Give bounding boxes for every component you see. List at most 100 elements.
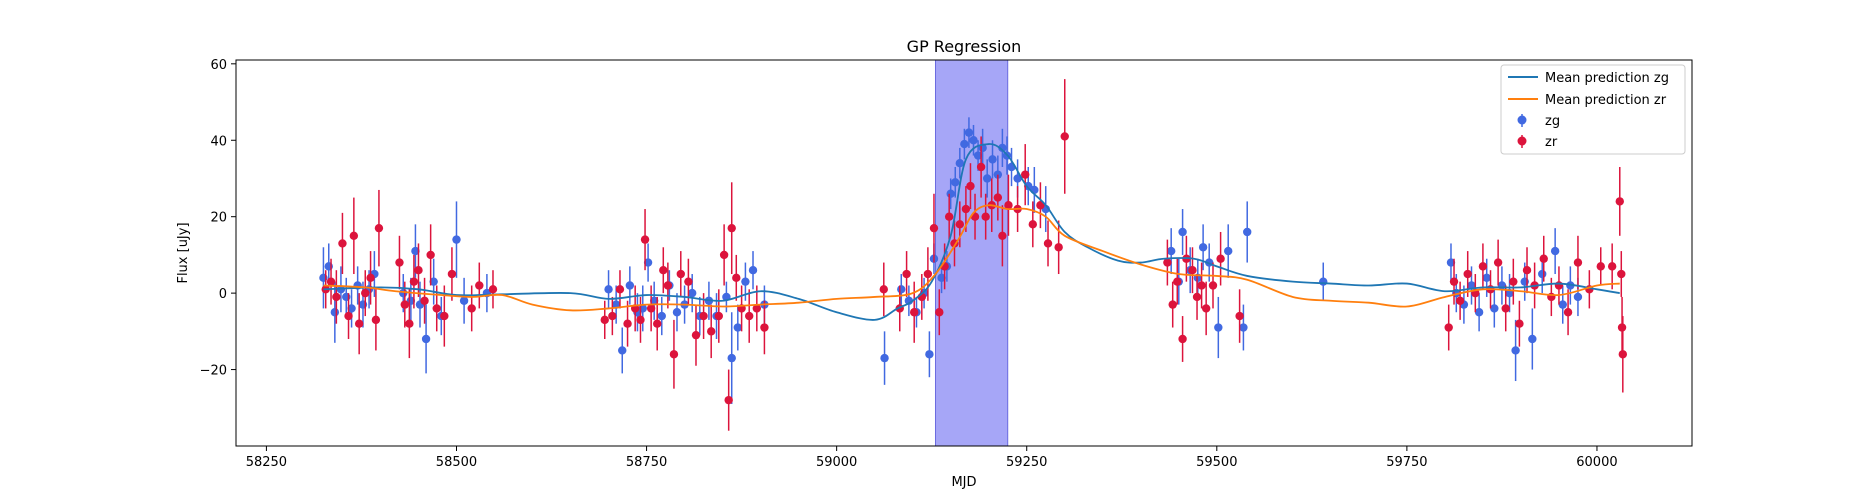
data-point-zg [1497,281,1507,290]
data-point-zr [409,277,419,286]
data-point-zr [1192,292,1202,302]
data-point-zr [745,311,754,321]
x-tick-label: 60000 [1576,455,1617,470]
data-point-zg [604,285,613,294]
data-point-zg [727,353,736,363]
data-point-zr [976,162,986,172]
data-point-zg [988,155,997,164]
data-point-zr [349,231,359,241]
data-point-zg [1490,304,1499,313]
data-point-zg [452,235,461,244]
legend-label-zr: zr [1545,135,1558,150]
data-point-zr [1615,197,1624,206]
line-mean-prediction-zg [323,143,1620,321]
data-point-zg [1198,243,1208,252]
data-point-zr [374,223,384,233]
data-point-zr [475,281,484,290]
data-point-zr [998,231,1007,241]
data-point-zr [1522,265,1532,275]
data-point-zg [1319,277,1328,286]
data-point-zr [646,304,656,313]
data-point-zg [1511,346,1520,355]
data-point-zr [1201,304,1211,313]
y-tick-label: 60 [210,58,227,73]
data-point-zr [344,311,353,321]
data-point-zr [1607,262,1617,271]
x-axis-label: MJD [951,475,976,490]
data-point-zr [371,315,381,325]
data-point-zr [966,181,975,191]
y-tick-label: 0 [219,287,227,302]
data-point-zr [1043,239,1053,248]
data-point-zg [1446,258,1456,267]
data-point-zr [669,350,679,359]
legend-label-line-zg: Mean prediction zg [1545,71,1669,86]
data-point-zr [935,308,944,317]
data-point-zr [1478,262,1488,271]
data-point-zr [405,319,414,328]
data-point-zr [663,281,673,290]
data-point-zg [347,304,356,313]
data-point-zr [1617,323,1627,332]
data-point-zr [432,304,441,313]
data-point-zg [1243,227,1252,237]
legend: Mean prediction zg Mean prediction zr zg… [1500,64,1686,155]
data-point-zg [429,277,438,286]
data-point-zr [467,304,476,313]
data-point-zg [657,311,666,321]
legend-label-line-zr: Mean prediction zr [1545,93,1667,108]
data-point-zg [1474,308,1484,317]
data-point-zr [1554,281,1564,290]
data-point-zr [929,223,939,233]
legend-marker-zr [1517,136,1527,146]
data-point-zr [1028,220,1038,229]
data-point-zr [636,315,645,325]
data-point-zr [608,311,617,321]
data-point-zr [354,319,364,328]
data-point-zr [414,265,423,275]
data-point-zg [982,174,992,183]
data-point-zg [998,143,1007,153]
data-point-zr [488,285,498,294]
data-point-zr [1173,277,1182,286]
data-point-zr [724,395,733,405]
data-point-zg [973,151,983,160]
data-point-zg [937,273,946,283]
x-tick-label: 58750 [626,455,667,470]
data-point-zr [426,250,435,260]
data-point-zr [1188,265,1197,275]
data-point-zr [981,212,990,221]
data-point-zr [760,323,769,332]
data-point-zr [1563,308,1573,317]
data-point-zg [1214,323,1223,332]
x-tick-label: 58250 [246,455,287,470]
data-point-zg [960,139,969,149]
data-point-zr [1539,254,1548,263]
data-point-zr [326,277,336,286]
data-point-zr [1036,201,1045,210]
data-point-zg [1166,246,1176,256]
y-axis-label: Flux [uJy] [176,222,191,283]
legend-label-zg: zg [1545,114,1560,129]
data-point-zr [1596,262,1605,271]
data-point-zr [879,285,888,294]
data-point-zr [1444,323,1453,332]
data-point-zr [395,258,404,267]
data-point-zr [447,269,457,279]
data-point-zr [1021,170,1030,179]
data-point-zr [1449,277,1459,286]
data-point-zr [1054,243,1063,252]
data-point-zg [748,265,758,275]
data-point-zg [411,246,420,256]
data-point-zg [1482,273,1491,283]
data-point-zr [640,235,650,244]
x-tick-label: 59000 [816,455,857,470]
data-point-zr [1463,269,1472,279]
data-point-zr [1501,304,1510,313]
data-point-zr [440,311,449,321]
data-point-zr [909,308,919,317]
data-point-zr [1509,277,1518,286]
y-tick-label: −20 [200,364,227,379]
data-point-zg [946,189,955,198]
data-point-zg [964,128,974,137]
